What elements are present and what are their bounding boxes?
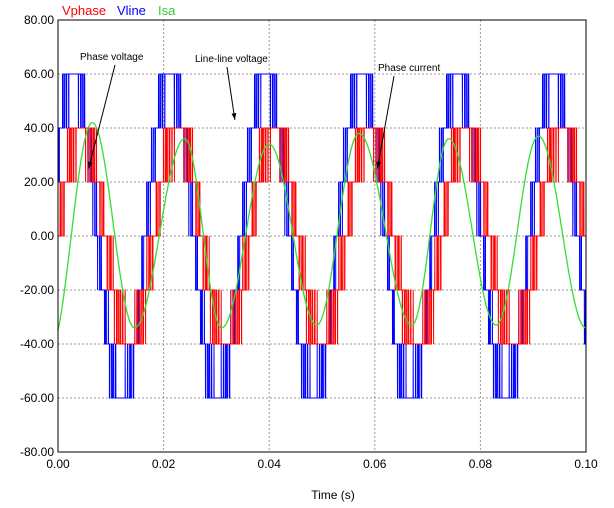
y-tick-label: 0.00 (31, 229, 55, 243)
legend: Vphase Vline Isa (62, 3, 176, 18)
y-axis-ticks: 80.00 60.00 40.00 20.00 0.00 -20.00 -40.00 -60.… (20, 13, 54, 459)
y-tick-label: -80.00 (20, 445, 54, 459)
x-tick-label: 0.06 (363, 457, 387, 471)
y-tick-label: 80.00 (24, 13, 54, 27)
plot-frame (57, 19, 587, 453)
x-tick-label: 0.04 (258, 457, 282, 471)
x-axis-label: Time (s) (311, 488, 355, 502)
annotation-arrowhead (231, 113, 237, 120)
y-tick-label: -20.00 (20, 283, 54, 297)
x-tick-label: 0.02 (152, 457, 176, 471)
y-tick-label: 40.00 (24, 121, 54, 135)
annotation-label: Phase current (378, 63, 440, 74)
annotation-arrowhead (376, 161, 381, 169)
x-tick-label: 0.10 (574, 457, 598, 471)
y-tick-label: 60.00 (24, 67, 54, 81)
annotations: Phase voltage Line-line voltage Phase curr… (80, 52, 440, 169)
x-tick-label: 0.08 (469, 457, 493, 471)
legend-vphase: Vphase (62, 3, 106, 18)
annotation-label: Line-line voltage (195, 54, 268, 65)
annotation-arrow (226, 66, 236, 120)
y-tick-label: -40.00 (20, 337, 54, 351)
annotation-arrow (376, 75, 395, 169)
series-layer (57, 73, 587, 399)
legend-vline: Vline (117, 3, 146, 18)
series-isa (57, 121, 587, 331)
x-axis-ticks: 0.00 0.02 0.04 0.06 0.08 0.10 (46, 457, 598, 471)
x-tick-label: 0.00 (46, 457, 70, 471)
annotation-arrow (88, 64, 116, 169)
y-tick-label: 20.00 (24, 175, 54, 189)
annotation-label: Phase voltage (80, 52, 144, 63)
annotation-arrowhead (87, 161, 93, 169)
legend-isa: Isa (158, 3, 176, 18)
y-tick-label: -60.00 (20, 391, 54, 405)
series-vphase (58, 127, 586, 345)
